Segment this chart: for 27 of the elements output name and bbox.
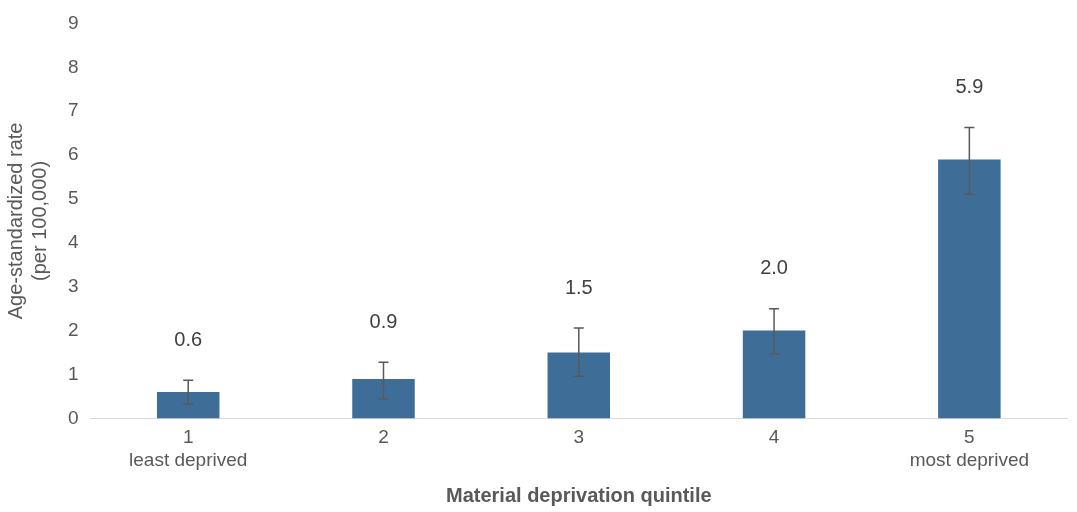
bar — [156, 392, 220, 419]
x-tick-label: 3 — [573, 426, 585, 448]
data-label: 5.9 — [955, 74, 984, 97]
y-tick-label: 7 — [67, 99, 79, 121]
y-tick-label: 4 — [67, 231, 79, 253]
data-label: 2.0 — [760, 256, 788, 279]
bar — [742, 330, 806, 419]
x-tick-label: 1 least deprived — [129, 426, 248, 470]
y-tick-label: 5 — [67, 187, 79, 209]
y-tick-label: 9 — [67, 11, 79, 33]
y-tick-label: 6 — [67, 143, 79, 165]
x-axis-title: Material deprivation quintile — [445, 483, 712, 506]
y-tick-label: 3 — [67, 274, 79, 296]
bar — [938, 159, 1001, 419]
bar — [352, 378, 415, 419]
data-label: 1.5 — [564, 275, 593, 298]
x-tick-label: 4 — [768, 426, 780, 448]
y-tick-label: 1 — [67, 362, 79, 384]
data-label: 0.9 — [369, 309, 398, 332]
bar — [547, 352, 611, 419]
data-label: 0.6 — [174, 327, 203, 350]
y-axis-title: Age-standardized rate (per 100,000) — [3, 122, 50, 320]
y-tick-label: 8 — [67, 55, 79, 77]
x-tick-label: 5 most deprived — [909, 426, 1030, 470]
x-tick-label: 2 — [378, 426, 389, 448]
y-tick-label: 0 — [67, 406, 79, 428]
y-tick-label: 2 — [67, 318, 79, 340]
